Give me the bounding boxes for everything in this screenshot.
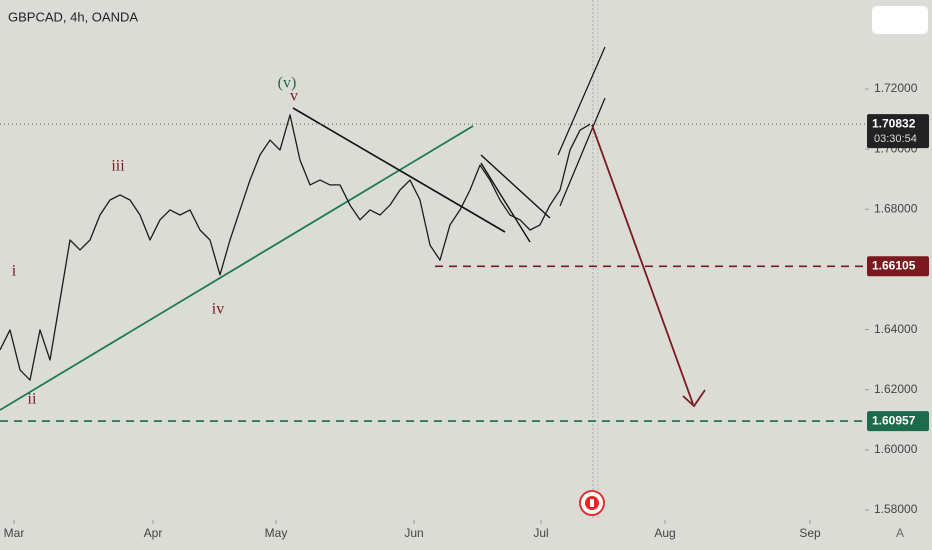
y-tick-label: 1.62000	[874, 382, 918, 396]
channel-line	[557, 46, 606, 156]
wedge-line	[480, 154, 551, 219]
wave-label: iii	[111, 158, 125, 175]
level-label-box	[867, 411, 929, 432]
chart-title: GBPCAD, 4h, OANDA	[8, 9, 138, 24]
trend-line	[0, 125, 474, 411]
wave-label: i	[12, 263, 17, 280]
trend-line	[292, 107, 506, 233]
x-tick-label: Jun	[404, 526, 423, 540]
last-price-label: 1.70832	[872, 116, 916, 130]
y-tick-label: 1.60000	[874, 442, 918, 456]
x-tick-label: Sep	[799, 526, 821, 540]
x-tick-label: Mar	[4, 526, 25, 540]
arrow-head	[682, 389, 706, 408]
level-label-box	[867, 256, 929, 277]
y-tick-label: 1.58000	[874, 502, 918, 516]
projection-arrow	[591, 124, 694, 405]
channel-line	[559, 97, 606, 207]
countdown: 03:30:54	[874, 133, 917, 145]
y-tick-label: 1.64000	[874, 322, 918, 336]
x-tick-label: Aug	[654, 526, 675, 540]
event-icon-flag	[590, 499, 594, 507]
last-price-box	[867, 114, 929, 149]
wave-label: iv	[212, 301, 224, 318]
x-tick-label: May	[265, 526, 288, 540]
wave-label: v	[290, 88, 298, 105]
level-label: 1.66105	[872, 258, 916, 272]
auto-scale-button[interactable]: A	[896, 526, 904, 540]
x-tick-label: Jul	[533, 526, 548, 540]
level-label: 1.60957	[872, 413, 916, 427]
wave-label: (v)	[278, 75, 297, 92]
y-tick-label: 1.68000	[874, 201, 918, 215]
wave-label: ii	[28, 391, 37, 408]
x-tick-label: Apr	[144, 526, 163, 540]
price-line	[0, 114, 591, 381]
wedge-line	[480, 162, 531, 243]
toolbar-box[interactable]	[872, 6, 928, 34]
y-tick-label: 1.72000	[874, 81, 918, 95]
